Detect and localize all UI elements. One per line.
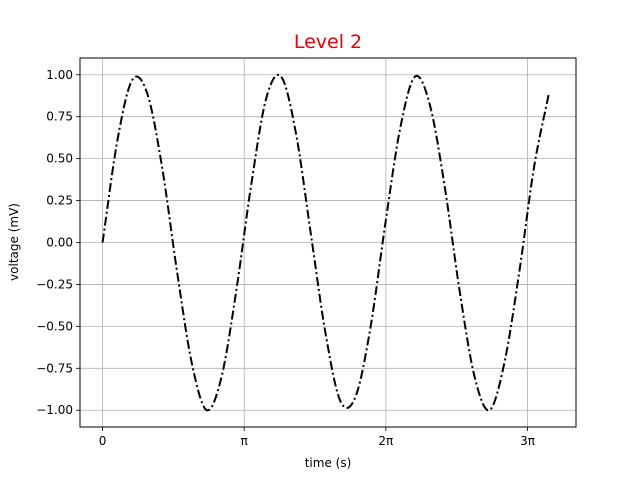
x-axis-label: time (s) bbox=[305, 456, 352, 470]
chart-title: Level 2 bbox=[294, 31, 362, 53]
series-layer bbox=[101, 73, 550, 412]
y-tick-label: 0.00 bbox=[46, 236, 73, 250]
y-tick-label: 1.00 bbox=[46, 68, 73, 82]
y-tick-label: −0.75 bbox=[36, 361, 73, 375]
series-line bbox=[101, 73, 550, 412]
x-tick-label: 2π bbox=[378, 434, 393, 448]
y-tick-label: 0.75 bbox=[46, 110, 73, 124]
y-axis-ticks: 1.00 0.75 0.50 0.25 0.00 −0.25 −0.50 −0.75 −1.00 bbox=[36, 68, 80, 417]
y-tick-label: 0.25 bbox=[46, 194, 73, 208]
x-tick-label: 0 bbox=[99, 434, 107, 448]
y-tick-label: 0.50 bbox=[46, 152, 73, 166]
x-axis-ticks: 0 π 2π 3π bbox=[99, 427, 535, 448]
y-axis-label: voltage (mV) bbox=[7, 203, 21, 281]
y-tick-label: −0.50 bbox=[36, 319, 73, 333]
y-tick-label: −1.00 bbox=[36, 403, 73, 417]
x-tick-label: π bbox=[241, 434, 248, 448]
y-tick-label: −0.25 bbox=[36, 277, 73, 291]
x-tick-label: 3π bbox=[520, 434, 535, 448]
y-gridlines bbox=[80, 74, 576, 411]
